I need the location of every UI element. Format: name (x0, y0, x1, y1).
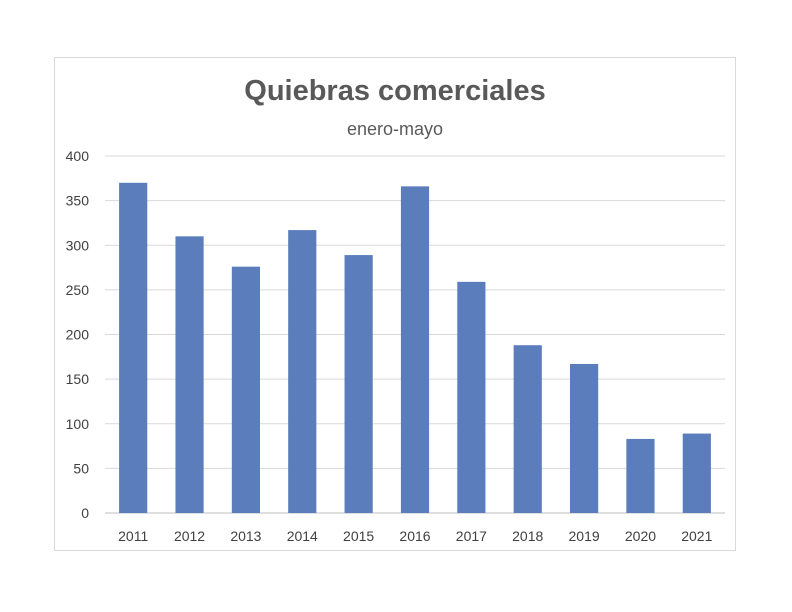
x-tick-label: 2019 (569, 528, 600, 544)
bar-2020 (626, 438, 655, 513)
bar-2016 (400, 186, 430, 513)
x-tick-label: 2018 (512, 528, 543, 544)
bar-2021 (682, 433, 711, 513)
bar-2014 (288, 230, 317, 513)
x-tick-label: 2014 (287, 528, 318, 544)
y-tick-label: 350 (66, 193, 90, 209)
y-tick-label: 100 (66, 416, 90, 432)
bar-2015 (344, 255, 373, 513)
x-tick-label: 2020 (625, 528, 656, 544)
y-tick-label: 250 (66, 282, 90, 298)
y-tick-label: 150 (66, 371, 90, 387)
x-axis-ticks: 2011 2012 2013 2014 2015 2016 2017 2018 2019 2020… (118, 528, 712, 544)
x-tick-label: 2017 (456, 528, 487, 544)
chart-title: Quiebras comerciales (244, 75, 545, 107)
x-tick-label: 2012 (174, 528, 205, 544)
x-tick-label: 2011 (118, 528, 148, 544)
bar-2012 (175, 236, 204, 513)
x-tick-label: 2013 (230, 528, 261, 544)
x-tick-label: 2015 (343, 528, 374, 544)
y-tick-label: 200 (66, 327, 90, 343)
x-tick-label: 2021 (681, 528, 712, 544)
y-tick-label: 300 (66, 237, 90, 253)
bar-2017 (457, 281, 486, 513)
chart-frame (54, 57, 736, 551)
y-tick-label: 0 (81, 505, 89, 521)
gridlines (105, 155, 725, 514)
y-tick-label: 50 (73, 460, 89, 476)
bar-2019 (570, 363, 599, 513)
bar-2013 (231, 266, 260, 513)
chart-subtitle: enero-mayo (347, 119, 443, 139)
bar-2018 (513, 345, 542, 513)
x-tick-label: 2016 (399, 528, 430, 544)
bar-2011 (119, 182, 148, 513)
bars (119, 182, 711, 513)
y-tick-label: 400 (66, 148, 90, 164)
y-axis-ticks: 0 50 100 150 200 250 300 350 400 (66, 148, 90, 521)
